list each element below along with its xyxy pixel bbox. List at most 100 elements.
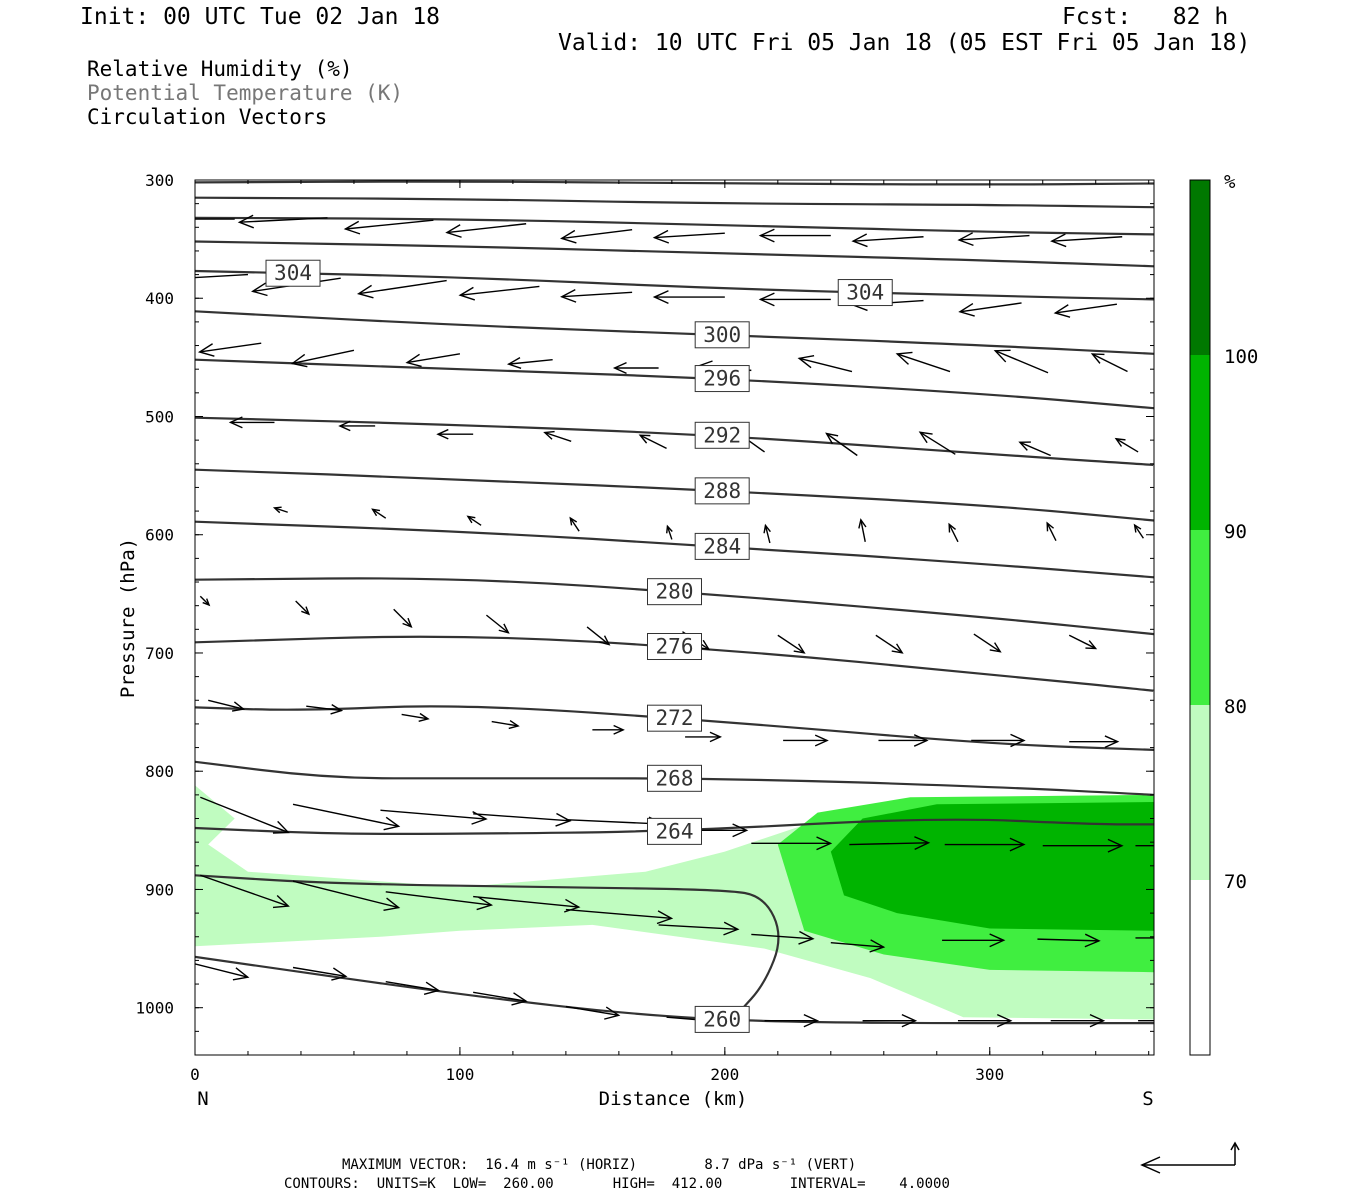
y-tick-label: 400 (145, 289, 174, 308)
circulation-vector (343, 219, 434, 235)
contour-label-box (694, 477, 750, 505)
circulation-vector (862, 1013, 918, 1028)
circulation-vector (1135, 937, 1154, 939)
circulation-vector (393, 608, 413, 629)
colorbar-below-70 (1190, 880, 1210, 1055)
legend-rh: Relative Humidity (%) (87, 57, 353, 81)
theta-contour (195, 705, 1154, 752)
contour-label-box (837, 279, 893, 307)
plot-frame (194, 179, 1155, 1056)
circulation-vector (1050, 233, 1123, 248)
circulation-vector (200, 796, 290, 834)
circulation-vector (385, 980, 441, 995)
circulation-vector (466, 515, 482, 526)
circulation-vector (957, 232, 1030, 247)
circulation-vector (777, 634, 806, 654)
circulation-vector (638, 434, 667, 450)
circulation-vector (290, 349, 355, 368)
circulation-vector (751, 836, 833, 851)
colorbar-level-90: 90 (1224, 521, 1247, 543)
theta-contour (195, 216, 1154, 236)
contour-label: 288 (703, 479, 741, 503)
circulation-vector (292, 803, 401, 831)
colorbar: % 70 80 90 100 (1189, 171, 1258, 1056)
circulation-vector (993, 349, 1049, 374)
circulation-vector (543, 430, 572, 442)
colorbar-unit: % (1224, 171, 1236, 193)
theta-contour (195, 468, 1154, 522)
circulation-vector (195, 273, 249, 279)
circulation-vector (797, 354, 853, 373)
circulation-vector (878, 734, 929, 747)
theta-contour (195, 240, 1154, 268)
circulation-vector (228, 416, 275, 429)
y-tick-label: 700 (145, 644, 174, 663)
contour-label-box (647, 633, 702, 661)
circulation-vector (652, 229, 725, 244)
circulation-vector (1037, 933, 1101, 948)
y-tick-label: 900 (145, 880, 174, 899)
circulation-vector (445, 223, 527, 238)
circulation-vector (491, 720, 520, 730)
circulation-vector (666, 524, 673, 540)
max-vector-note: MAXIMUM VECTOR: 16.4 m s⁻¹ (HORIZ) 8.7 d… (342, 1157, 857, 1173)
circulation-vector (195, 963, 250, 981)
forecast-hour: Fcst: 82 h (1062, 4, 1229, 30)
circulation-vector (918, 431, 956, 455)
circulation-vector (292, 966, 348, 981)
circulation-vector (295, 600, 311, 616)
circulation-vector (858, 518, 867, 542)
circulation-vector (272, 506, 288, 514)
circulation-vector (592, 724, 625, 735)
legend-vectors: Circulation Vectors (87, 105, 328, 129)
circulation-vector (825, 432, 858, 457)
x-tick-label: 0 (190, 1065, 200, 1084)
circulation-vector (612, 362, 659, 375)
circulation-vector (948, 522, 959, 543)
colorbar-above-100 (1190, 180, 1210, 355)
contour-label: 268 (656, 766, 694, 790)
circulation-vector (338, 420, 376, 432)
circulation-vector (875, 634, 904, 654)
contour-label-box (647, 578, 702, 606)
init-time: Init: 00 UTC Tue 02 Jan 18 (80, 4, 441, 30)
contour-label-box (694, 421, 750, 449)
contour-label-box (647, 764, 702, 792)
theta-contour (195, 760, 1154, 796)
theta-contour (195, 874, 780, 1015)
circulation-vector (973, 633, 1002, 653)
circulation-vector (208, 699, 246, 712)
x-end-right: S (1142, 1088, 1153, 1110)
circulation-vector (685, 731, 723, 743)
theta-contour (195, 310, 1154, 355)
colorbar-level-80: 80 (1224, 696, 1247, 718)
circulation-vector (1053, 303, 1118, 318)
contour-label: 280 (656, 580, 694, 604)
theta-contour (195, 416, 1154, 467)
circulation-vector (569, 516, 580, 532)
circulation-vector (356, 279, 447, 299)
colorbar-level-70: 70 (1224, 871, 1247, 893)
contour-label-box (694, 532, 750, 560)
colorbar-80-90 (1190, 530, 1210, 705)
y-tick-label: 600 (145, 526, 174, 545)
colorbar-level-100: 100 (1224, 346, 1258, 368)
contour-label: 304 (274, 261, 312, 285)
circulation-vector (1138, 1020, 1154, 1022)
circulation-vector (958, 302, 1022, 317)
circulation-vector (458, 285, 540, 301)
circulation-vector (560, 228, 633, 244)
circulation-vector (1114, 437, 1139, 453)
circulation-vector (830, 939, 886, 953)
y-tick-label: 800 (145, 762, 174, 781)
axes: 0 100 200 300 300 400 500 600 700 800 900 1000 (135, 171, 1154, 1084)
circulation-vector (371, 508, 387, 519)
x-tick-label: 100 (445, 1065, 474, 1084)
circulation-vector (849, 836, 931, 851)
circulation-vector (971, 733, 1026, 748)
contour-label-box (647, 817, 702, 845)
contour-label-box (694, 321, 750, 349)
circulation-vector (1090, 353, 1128, 373)
circulation-vector (1069, 735, 1120, 749)
